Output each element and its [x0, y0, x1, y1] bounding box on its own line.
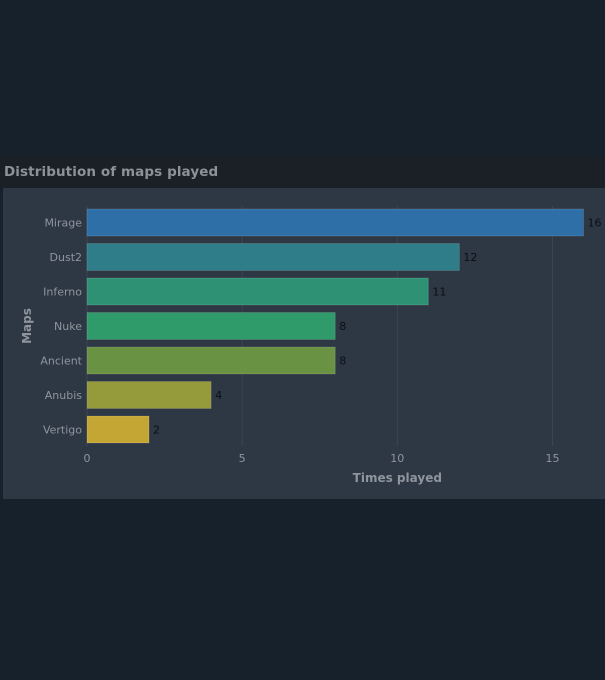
category-label-inferno: Inferno [43, 286, 82, 299]
category-label-vertigo: Vertigo [43, 424, 82, 437]
label-layer: 0 5 10 15 Mirage 16 Dust2 12 Inferno 11 Nuke 8 Ancie… [40, 217, 601, 466]
bar-dust2[interactable] [86, 243, 460, 271]
chart-title-bar: Distribution of maps played [0, 156, 605, 188]
bar-ancient[interactable] [86, 346, 336, 375]
data-label-nuke: 8 [339, 320, 346, 333]
bar-layer [86, 208, 584, 444]
data-label-dust2: 12 [463, 251, 477, 264]
x-tick-label: 5 [239, 452, 246, 465]
data-label-ancient: 8 [339, 355, 346, 368]
x-tick-label: 0 [84, 452, 91, 465]
chart-title: Distribution of maps played [4, 164, 219, 180]
x-axis-title: Times played [353, 471, 442, 485]
data-label-mirage: 16 [587, 217, 601, 230]
bar-chart: 0 5 10 15 Mirage 16 Dust2 12 Inferno 11 Nuke 8 Ancie… [20, 206, 601, 485]
category-label-mirage: Mirage [44, 217, 82, 230]
chart-panel: 0 5 10 15 Mirage 16 Dust2 12 Inferno 11 Nuke 8 Ancie… [3, 188, 605, 499]
data-label-inferno: 11 [432, 286, 446, 299]
y-axis-title: Maps [20, 308, 34, 344]
bar-vertigo[interactable] [86, 415, 150, 444]
bar-inferno[interactable] [86, 277, 429, 306]
x-tick-label: 10 [390, 452, 404, 465]
bar-mirage[interactable] [86, 208, 584, 237]
category-label-dust2: Dust2 [50, 251, 82, 264]
category-label-nuke: Nuke [54, 320, 82, 333]
bar-anubis[interactable] [86, 381, 212, 409]
x-tick-label: 15 [545, 452, 559, 465]
data-label-vertigo: 2 [153, 424, 160, 437]
bar-nuke[interactable] [86, 312, 336, 340]
category-label-ancient: Ancient [40, 355, 82, 368]
category-label-anubis: Anubis [45, 389, 83, 402]
data-label-anubis: 4 [215, 389, 222, 402]
